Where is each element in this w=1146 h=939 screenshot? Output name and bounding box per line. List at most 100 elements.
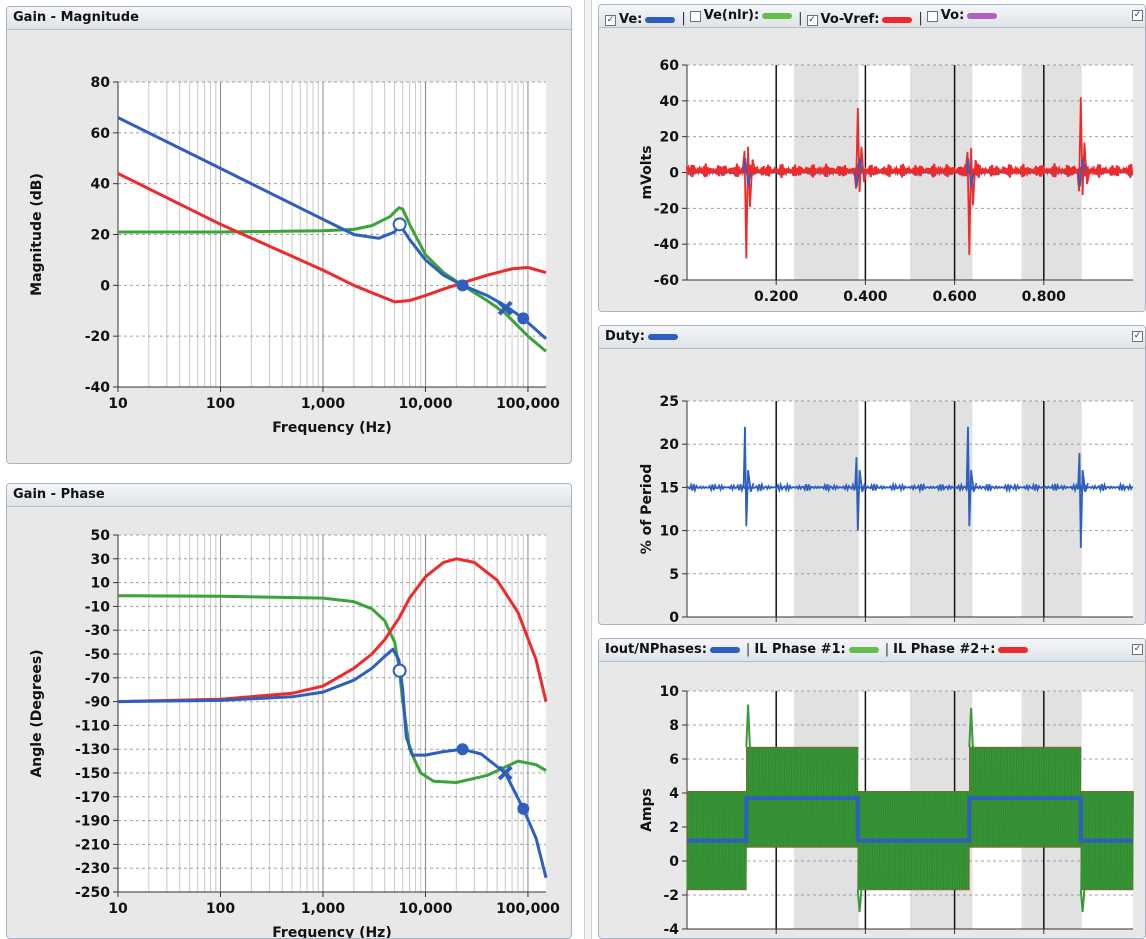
gain-phase-panel: Gain - Phase -250 -230 -210 -190 -170 -150 -13… — [6, 483, 572, 939]
y-axis-label: Amps — [639, 788, 655, 832]
transient-spike — [965, 426, 978, 527]
y-tick-label: -170 — [75, 790, 110, 806]
x-tick-label: 100 — [206, 901, 235, 917]
legend-checkbox[interactable] — [926, 10, 938, 22]
y-tick-label: -20 — [85, 329, 111, 345]
transient-spike — [854, 457, 866, 531]
legend-label: IL Phase #1: — [754, 642, 846, 657]
marker-dot — [517, 312, 530, 325]
y-tick-label: 2 — [669, 820, 679, 836]
y-tick-label: -60 — [654, 273, 680, 289]
y-tick-label: 20 — [660, 130, 680, 146]
legend-label: Ve: — [619, 12, 643, 27]
legend-item[interactable]: Iout/NPhases: — [605, 639, 740, 661]
series-line-red — [117, 172, 547, 304]
marker-x — [497, 765, 513, 781]
transient-spike — [742, 158, 752, 187]
panel-toggle-checkbox[interactable]: ✓ — [1132, 331, 1143, 342]
x-tick-label: 1,000 — [301, 901, 346, 917]
y-tick-label: -50 — [85, 647, 111, 663]
legend-swatch — [882, 17, 913, 23]
legend-swatch — [967, 13, 998, 19]
legend-item[interactable]: IL Phase #1: — [754, 639, 879, 661]
legend-separator: | — [884, 642, 890, 657]
trace-iout-nphases — [687, 796, 1133, 843]
y-axis-label: Angle (Degrees) — [29, 649, 45, 777]
legend-bar: ✓ Ve: | Ve(nlr): | ✓ Vo-Vref: | Vo: ✓ — [599, 5, 1145, 28]
y-tick-label: 20 — [91, 228, 111, 244]
legend-swatch — [645, 17, 676, 23]
y-tick-label: 60 — [91, 126, 111, 142]
y-tick-label: -40 — [85, 380, 111, 396]
panel-toggle-checkbox[interactable]: ✓ — [1132, 644, 1143, 655]
legend-swatch — [647, 334, 678, 340]
y-tick-label: 0 — [669, 854, 679, 870]
legend-checkbox[interactable]: ✓ — [605, 14, 616, 26]
transient-spike — [964, 147, 980, 255]
transient-spike — [854, 158, 864, 187]
legend-separator: | — [681, 10, 686, 26]
y-tick-label: 10 — [660, 684, 680, 700]
legend-item[interactable]: IL Phase #2+: — [893, 639, 1029, 661]
magnitude-chart[interactable]: -40 -20 0 20 40 60 80 10 100 1,000 10,000 100,000 Fr… — [7, 30, 571, 463]
y-tick-label: 80 — [91, 75, 111, 91]
y-tick-label: -110 — [75, 718, 110, 734]
y-axis-label: Magnitude (dB) — [29, 173, 45, 296]
phase-chart[interactable]: -250 -230 -210 -190 -170 -150 -130 -110 -90 -70 -5… — [7, 507, 571, 938]
y-tick-label: 40 — [660, 94, 680, 110]
splitter[interactable] — [584, 0, 592, 939]
legend-item[interactable]: Duty: — [605, 326, 678, 348]
y-tick-label: -20 — [654, 201, 680, 217]
y-tick-label: 10 — [660, 524, 680, 540]
transient-spike — [965, 158, 975, 187]
legend-checkbox[interactable]: ✓ — [806, 14, 818, 26]
ve-chart[interactable]: -60 -40 -20 0 20 40 60 0.200 0.400 0.600 0.800 mVol… — [599, 28, 1145, 311]
marker-open-circle — [392, 217, 407, 232]
legend-checkbox[interactable] — [689, 10, 701, 22]
x-tick-label: 10,000 — [398, 901, 452, 917]
marker-dot — [456, 279, 469, 292]
legend-swatch — [998, 647, 1029, 653]
legend-item[interactable]: Vo: — [926, 5, 998, 27]
y-tick-label: -210 — [75, 837, 110, 853]
y-tick-label: 0 — [669, 610, 679, 624]
legend-item[interactable]: ✓ Vo-Vref: — [806, 9, 913, 27]
transient-spike — [741, 146, 757, 259]
marker-dot — [456, 743, 469, 756]
legend-separator: | — [918, 10, 923, 26]
x-tick-label: 10 — [108, 901, 128, 917]
shaded-region — [910, 401, 973, 617]
shaded-region — [794, 401, 859, 617]
x-tick-label: 0.800 — [1022, 289, 1067, 305]
y-tick-label: 40 — [91, 177, 111, 193]
x-tick-label: 100,000 — [496, 901, 560, 917]
y-tick-label: -90 — [85, 695, 111, 711]
plot-area — [118, 82, 546, 387]
series-line-red — [117, 557, 548, 704]
legend-label: Vo: — [940, 8, 965, 23]
y-tick-label: -150 — [75, 766, 110, 782]
legend-separator: | — [745, 642, 751, 657]
y-tick-label: -250 — [75, 885, 110, 901]
x-tick-label: 10,000 — [398, 396, 452, 412]
y-tick-label: 4 — [669, 786, 679, 802]
y-tick-label: -30 — [85, 623, 111, 639]
legend-swatch — [709, 647, 740, 653]
legend-bar: Iout/NPhases: | IL Phase #1: | IL Phase #2+:… — [599, 639, 1145, 662]
x-tick-label: 0.400 — [843, 289, 888, 305]
legend-item[interactable]: ✓ Ve: — [605, 9, 676, 27]
legend-bar: Duty: ✓ — [599, 326, 1145, 349]
panel-toggle-checkbox[interactable]: ✓ — [1132, 10, 1143, 21]
panel-title: Gain - Phase — [7, 484, 571, 507]
y-tick-label: -190 — [75, 814, 110, 830]
iout-panel: Iout/NPhases: | IL Phase #1: | IL Phase #2+:… — [598, 638, 1146, 939]
legend-item[interactable]: Ve(nlr): — [689, 5, 793, 27]
y-tick-label: 0 — [100, 278, 110, 294]
legend-label: Iout/NPhases: — [605, 642, 707, 657]
legend-label: Vo-Vref: — [820, 12, 880, 27]
marker-open-circle — [392, 663, 407, 678]
legend-label: IL Phase #2+: — [893, 642, 996, 657]
